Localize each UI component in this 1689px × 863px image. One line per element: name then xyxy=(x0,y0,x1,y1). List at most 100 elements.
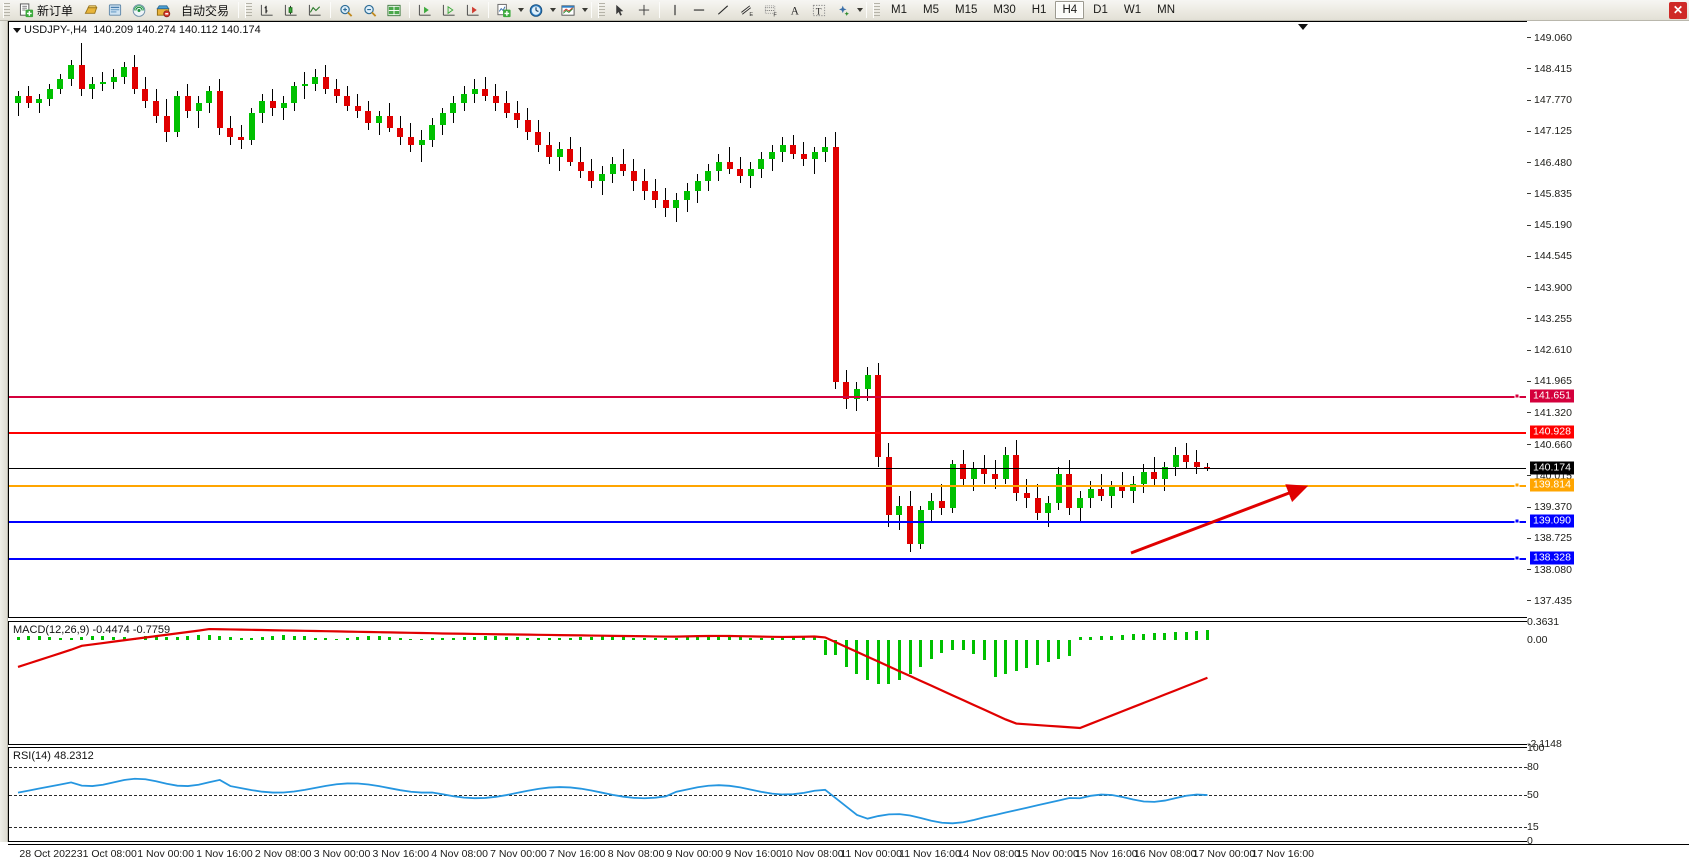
timeframe-m1[interactable]: M1 xyxy=(891,4,908,16)
rsi-plot[interactable] xyxy=(9,748,1527,841)
timeframe-h1[interactable]: H1 xyxy=(1031,4,1047,16)
macd-histogram-bar xyxy=(632,637,636,640)
toolbar-grip-2[interactable] xyxy=(245,2,253,18)
price-tag-138.328[interactable]: 138.328 xyxy=(1530,551,1574,564)
close-button[interactable]: ✕ xyxy=(1669,1,1687,19)
chart-shift-end-button[interactable] xyxy=(462,1,484,20)
price-level-line-140.928[interactable] xyxy=(9,431,1526,434)
price-tag-140.928[interactable]: 140.928 xyxy=(1530,425,1574,439)
rsi-pane[interactable]: RSI(14) 48.2312 xyxy=(8,747,1527,842)
price-pane[interactable]: USDJPY-,H4 140.209 140.274 140.112 140.1… xyxy=(8,21,1527,618)
toolbar-grip-4[interactable] xyxy=(873,2,881,18)
crosshair-button[interactable] xyxy=(633,1,655,20)
text-label-button[interactable]: A xyxy=(784,1,806,20)
rsi-scale[interactable]: 100 80 50 15 0 xyxy=(1527,742,1689,847)
bar-chart-button[interactable] xyxy=(256,1,278,20)
level-anchor-141.651[interactable] xyxy=(1514,393,1520,399)
trendline-button[interactable] xyxy=(712,1,734,20)
candle-body xyxy=(790,144,797,155)
objects-dropdown-caret[interactable] xyxy=(857,8,864,12)
candlestick-chart-button[interactable] xyxy=(280,1,302,20)
macd-histogram-bar xyxy=(759,638,763,640)
objects-list-button[interactable] xyxy=(832,1,854,20)
macd-histogram-bar xyxy=(1110,635,1114,640)
rsi-tick-label: 80 xyxy=(1527,760,1539,773)
macd-plot[interactable] xyxy=(9,622,1527,744)
macd-histogram-bar xyxy=(388,637,392,640)
timeframe-m15[interactable]: M15 xyxy=(955,4,978,16)
level-anchor-139.090[interactable] xyxy=(1514,518,1520,524)
chart-shift-button[interactable] xyxy=(438,1,460,20)
macd-histogram-bar xyxy=(1089,636,1093,640)
price-tag-139.090[interactable]: 139.090 xyxy=(1530,514,1574,528)
price-level-line-138.328[interactable] xyxy=(9,557,1526,560)
toolbar-grip[interactable] xyxy=(3,2,10,18)
vertical-line-button[interactable] xyxy=(664,1,686,20)
toolbar-grip-3[interactable] xyxy=(598,2,606,18)
timeframe-h4[interactable]: H4 xyxy=(1055,1,1085,19)
price-level-line-141.651[interactable] xyxy=(9,396,1526,399)
zoom-out-button[interactable] xyxy=(359,1,381,20)
macd-histogram-bar xyxy=(420,639,424,641)
price-tag-140.174[interactable]: 140.174 xyxy=(1530,461,1574,475)
timeframe-m30[interactable]: M30 xyxy=(993,4,1016,16)
macd-histogram-bar xyxy=(441,638,445,640)
time-label: 17 Nov 16:00 xyxy=(1251,848,1315,860)
timeframe-m5[interactable]: M5 xyxy=(923,4,939,16)
terminal-button[interactable] xyxy=(104,1,126,20)
price-scale[interactable]: 149.060 148.415 147.770 147.125 146.480 145.8… xyxy=(1527,21,1689,618)
level-anchor-138.328[interactable] xyxy=(1514,555,1520,560)
level-anchor-139.814[interactable] xyxy=(1514,482,1520,488)
periods-dropdown-caret[interactable] xyxy=(550,8,557,12)
macd-histogram-bar xyxy=(1174,632,1178,640)
gold-bar-button[interactable] xyxy=(80,1,102,20)
chart-collapse-icon[interactable] xyxy=(13,27,21,33)
price-plot[interactable] xyxy=(9,22,1527,617)
periods-button[interactable] xyxy=(525,1,547,20)
pane-collapse-marker[interactable] xyxy=(1298,24,1308,30)
new-order-button[interactable]: 新订单 xyxy=(14,1,78,20)
chart-shift-end-icon xyxy=(466,4,479,16)
rsi-tick-label: 0 xyxy=(1527,835,1533,847)
macd-histogram-bar xyxy=(940,639,944,654)
indicators-dropdown-caret[interactable] xyxy=(518,8,525,12)
price-level-line-139.090[interactable] xyxy=(9,520,1526,523)
market-button[interactable] xyxy=(152,1,174,20)
price-tag-141.651[interactable]: 141.651 xyxy=(1530,389,1574,403)
signals-icon xyxy=(132,3,146,17)
indicators-button[interactable] xyxy=(493,1,515,20)
fibonacci-button[interactable]: F xyxy=(760,1,782,20)
macd-scale[interactable]: 0.3631 0.00 -2.1148 xyxy=(1527,616,1689,750)
macd-histogram-bar xyxy=(80,637,84,640)
macd-histogram-bar xyxy=(993,639,997,677)
templates-button[interactable] xyxy=(557,1,579,20)
timeframe-mn[interactable]: MN xyxy=(1157,4,1175,16)
auto-scroll-button[interactable] xyxy=(414,1,436,20)
signals-button[interactable] xyxy=(128,1,150,20)
cursor-button[interactable] xyxy=(609,1,631,20)
horizontal-line-button[interactable] xyxy=(688,1,710,20)
chart-window-button[interactable] xyxy=(383,1,405,20)
zoom-in-button[interactable] xyxy=(335,1,357,20)
candle-body xyxy=(577,161,584,172)
candle-body xyxy=(779,144,786,152)
line-chart-button[interactable] xyxy=(304,1,326,20)
price-tag-139.814[interactable]: 139.814 xyxy=(1530,478,1574,492)
macd-histogram-bar xyxy=(887,639,891,684)
auto-trading-button[interactable]: 自动交易 xyxy=(176,1,234,20)
price-level-line-140.174[interactable] xyxy=(9,468,1526,470)
macd-pane[interactable]: MACD(12,26,9) -0.4474 -0.7759 xyxy=(8,621,1527,745)
candle-body xyxy=(1077,498,1083,508)
price-level-line-139.814[interactable] xyxy=(9,485,1526,488)
macd-histogram-bar xyxy=(1078,637,1082,640)
timeframe-w1[interactable]: W1 xyxy=(1123,4,1142,16)
candle-body xyxy=(535,132,542,145)
equidistant-channel-button[interactable]: E xyxy=(736,1,758,20)
candle-body xyxy=(938,500,945,508)
bullish-arrow[interactable] xyxy=(9,22,1526,617)
time-axis[interactable]: 28 Oct 2022 31 Oct 08:00 1 Nov 00:00 1 Nov … xyxy=(8,844,1689,863)
templates-dropdown-caret[interactable] xyxy=(582,8,589,12)
candle-wick xyxy=(17,91,19,116)
timeframe-d1[interactable]: D1 xyxy=(1093,4,1108,16)
text-box-button[interactable]: T xyxy=(808,1,830,20)
